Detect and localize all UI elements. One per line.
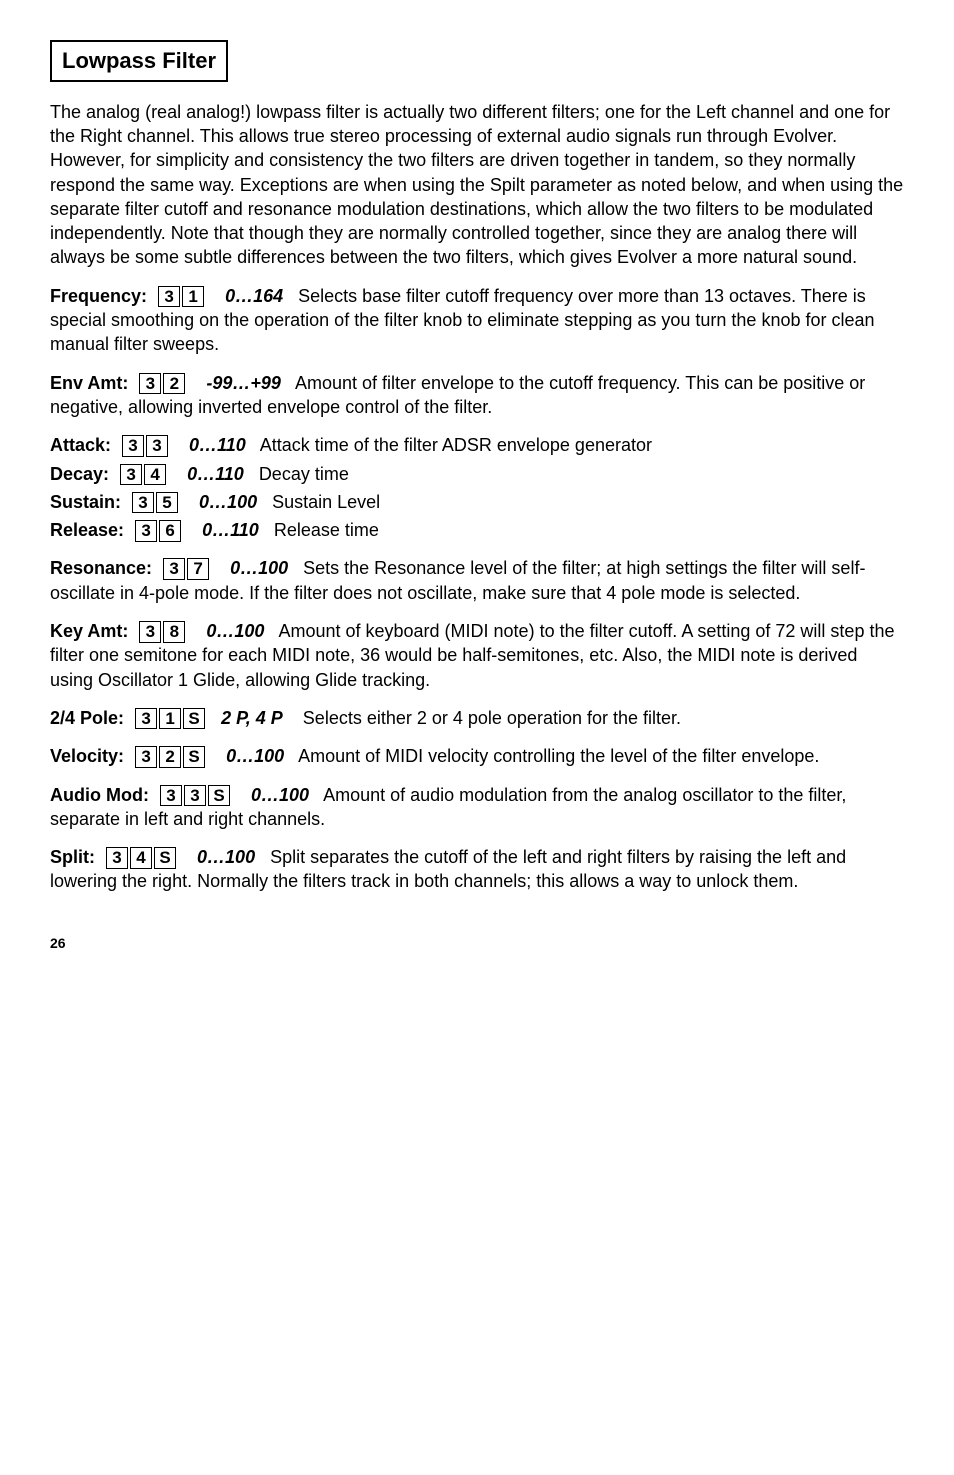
- key-box: 3: [135, 708, 157, 730]
- key-box: 3: [160, 785, 182, 807]
- param-decay: Decay: 34 0…110 Decay time: [50, 462, 904, 486]
- resonance-label: Resonance:: [50, 558, 152, 578]
- intro-paragraph: The analog (real analog!) lowpass filter…: [50, 100, 904, 270]
- keyamt-desc: Amount of keyboard (MIDI note) to the fi…: [278, 621, 692, 641]
- key-box: S: [154, 847, 176, 869]
- audiomod-desc: Amount of audio modulation from the anal…: [323, 785, 677, 805]
- key-box: 3: [139, 621, 161, 643]
- frequency-desc: Selects base filter cutoff frequency ove…: [298, 286, 724, 306]
- section-title: Lowpass Filter: [50, 40, 228, 82]
- release-desc: Release time: [274, 520, 379, 540]
- envamt-label: Env Amt:: [50, 373, 128, 393]
- attack-range: 0…110: [189, 435, 246, 455]
- param-sustain: Sustain: 35 0…100 Sustain Level: [50, 490, 904, 514]
- param-velocity: Velocity: 32S 0…100 Amount of MIDI veloc…: [50, 744, 904, 768]
- decay-range: 0…110: [187, 464, 244, 484]
- key-box: 3: [146, 435, 168, 457]
- key-box: 3: [163, 558, 185, 580]
- release-range: 0…110: [202, 520, 259, 540]
- param-attack: Attack: 33 0…110 Attack time of the filt…: [50, 433, 904, 457]
- key-box: 7: [187, 558, 209, 580]
- pole-range: 2 P, 4 P: [221, 708, 283, 728]
- audiomod-range: 0…100: [251, 785, 309, 805]
- split-label: Split:: [50, 847, 95, 867]
- split-desc: Split separates the cutoff of the left a…: [270, 847, 694, 867]
- key-box: 6: [159, 520, 181, 542]
- param-audiomod: Audio Mod: 33S 0…100 Amount of audio mod…: [50, 783, 904, 832]
- attack-label: Attack:: [50, 435, 111, 455]
- param-pole: 2/4 Pole: 31S 2 P, 4 P Selects either 2 …: [50, 706, 904, 730]
- param-release: Release: 36 0…110 Release time: [50, 518, 904, 542]
- key-box: S: [208, 785, 230, 807]
- key-box: S: [183, 746, 205, 768]
- pole-label: 2/4 Pole:: [50, 708, 124, 728]
- key-box: 3: [122, 435, 144, 457]
- velocity-desc2: envelope.: [741, 746, 819, 766]
- key-box: S: [183, 708, 205, 730]
- key-box: 3: [139, 373, 161, 395]
- split-range: 0…100: [197, 847, 255, 867]
- pole-desc: Selects either 2 or 4 pole operation for…: [303, 708, 681, 728]
- key-box: 3: [184, 785, 206, 807]
- audiomod-label: Audio Mod:: [50, 785, 149, 805]
- velocity-desc: Amount of MIDI velocity controlling the …: [298, 746, 736, 766]
- param-envamt: Env Amt: 32 -99…+99 Amount of filter env…: [50, 371, 904, 420]
- sustain-desc: Sustain Level: [272, 492, 380, 512]
- keyamt-label: Key Amt:: [50, 621, 128, 641]
- param-frequency: Frequency: 31 0…164 Selects base filter …: [50, 284, 904, 357]
- key-box: 3: [106, 847, 128, 869]
- envamt-desc: Amount of filter envelope to the cutoff …: [295, 373, 719, 393]
- key-box: 3: [132, 492, 154, 514]
- key-box: 3: [158, 286, 180, 308]
- attack-desc: Attack time of the filter ADSR envelope …: [260, 435, 652, 455]
- key-box: 2: [159, 746, 181, 768]
- resonance-range: 0…100: [230, 558, 288, 578]
- frequency-label: Frequency:: [50, 286, 147, 306]
- key-box: 1: [159, 708, 181, 730]
- param-keyamt: Key Amt: 38 0…100 Amount of keyboard (MI…: [50, 619, 904, 692]
- keyamt-range: 0…100: [206, 621, 264, 641]
- page-number: 26: [50, 934, 904, 953]
- velocity-label: Velocity:: [50, 746, 124, 766]
- param-split: Split: 34S 0…100 Split separates the cut…: [50, 845, 904, 894]
- sustain-range: 0…100: [199, 492, 257, 512]
- sustain-label: Sustain:: [50, 492, 121, 512]
- velocity-range: 0…100: [226, 746, 284, 766]
- frequency-range: 0…164: [225, 286, 283, 306]
- key-box: 4: [130, 847, 152, 869]
- key-box: 3: [135, 746, 157, 768]
- key-box: 5: [156, 492, 178, 514]
- key-box: 4: [144, 464, 166, 486]
- key-box: 3: [120, 464, 142, 486]
- decay-label: Decay:: [50, 464, 109, 484]
- key-box: 3: [135, 520, 157, 542]
- key-box: 2: [163, 373, 185, 395]
- param-resonance: Resonance: 37 0…100 Sets the Resonance l…: [50, 556, 904, 605]
- release-label: Release:: [50, 520, 124, 540]
- decay-desc: Decay time: [259, 464, 349, 484]
- key-box: 8: [163, 621, 185, 643]
- resonance-desc: Sets the Resonance level of the filter; …: [303, 558, 727, 578]
- envamt-range: -99…+99: [206, 373, 281, 393]
- key-box: 1: [182, 286, 204, 308]
